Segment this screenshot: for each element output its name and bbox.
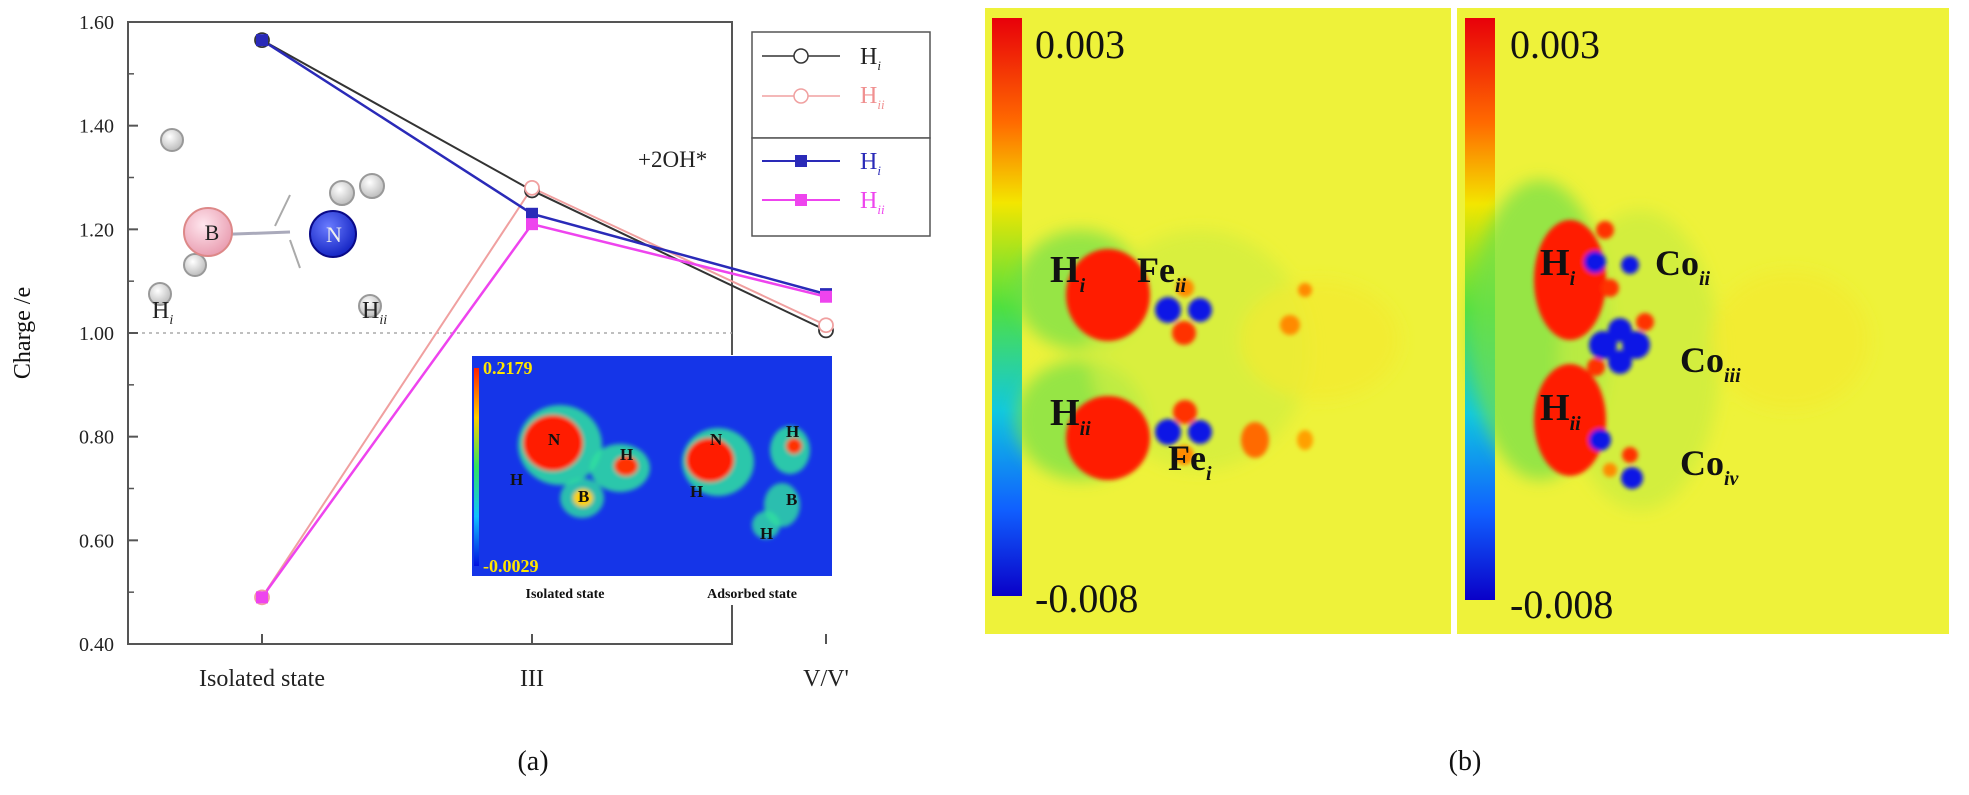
inset-atom: B (786, 490, 797, 509)
map-left-max: 0.003 (1035, 22, 1125, 67)
legend-label-hi: Hi (860, 44, 881, 73)
map-left-min: -0.008 (1035, 576, 1138, 621)
inset-atom: H (690, 482, 703, 501)
atom-b (183, 207, 233, 257)
legend-2oh: +2OH* Hi Hii (638, 137, 931, 237)
x-axis-ticks: Isolated state III V/V' (199, 634, 849, 692)
series-group (254, 32, 834, 606)
data-point (524, 179, 540, 196)
data-point (818, 317, 834, 334)
molecule-label-b: B (205, 220, 220, 245)
atom-h (160, 128, 184, 152)
x-tick-label: Isolated state (199, 666, 325, 692)
y-tick-label: 1.20 (79, 219, 114, 241)
x-tick-label: III (520, 666, 544, 692)
y-tick-label: 1.00 (79, 323, 114, 345)
x-tick-label: V/V' (803, 666, 849, 692)
atom-h (183, 253, 207, 277)
inset-atom: H (760, 524, 773, 543)
map-left-label-hi: Hi (1050, 249, 1086, 297)
map-right-label-coiii: Coiii (1680, 340, 1741, 387)
data-point (526, 207, 538, 220)
map-right-min: -0.008 (1510, 582, 1613, 627)
data-point (256, 34, 268, 47)
data-point (820, 290, 832, 303)
legend-label-hii: Hii (860, 83, 885, 112)
panel-b-right-map: 0.003 -0.008 Hi Coii Coiii Hii Coiv (1457, 8, 1949, 634)
map-right-label-coiv: Coiv (1680, 443, 1740, 490)
inset-atom: N (548, 430, 561, 449)
inset-atom: H (510, 470, 523, 489)
map-right-max: 0.003 (1510, 22, 1600, 67)
inset-min-label: -0.0029 (483, 556, 539, 576)
inset-atom: B (578, 487, 589, 506)
y-axis-ticks: 0.40 0.60 0.80 1.00 1.20 1.40 1.60 (79, 12, 138, 656)
atom-h (359, 173, 385, 199)
inset-right-label: Adsorbed state (707, 587, 797, 602)
map-right-label-coii: Coii (1655, 243, 1711, 290)
inset-left-label: Isolated state (526, 587, 605, 602)
y-tick-label: 0.60 (79, 530, 114, 552)
molecule-label-hi: Hi (152, 298, 173, 328)
y-tick-label: 0.80 (79, 427, 114, 449)
atom-h (329, 180, 355, 206)
legend-open: Hi Hii (751, 31, 931, 139)
panel-a-chart: 0.40 0.60 0.80 1.00 1.20 1.40 1.60 Isolated st… (10, 12, 931, 777)
map-left-label-fei: Fei (1168, 438, 1212, 485)
map-right-label-hi: Hi (1540, 242, 1576, 290)
atom-h (148, 282, 172, 306)
y-tick-label: 1.40 (79, 116, 114, 138)
legend-group-label: +2OH* (638, 147, 707, 172)
atom-h (358, 294, 382, 318)
caption-b: (b) (1449, 746, 1482, 777)
data-point (526, 218, 538, 231)
inset-atom: H (620, 445, 633, 464)
y-axis-label: Charge /e (10, 287, 36, 379)
ammonia-borane-molecule: B N Hi Hii (148, 128, 387, 328)
legend-label-hii-2oh: Hii (860, 188, 885, 217)
y-tick-label: 1.60 (79, 12, 114, 34)
inset-atom: N (710, 430, 723, 449)
atom-n (309, 210, 357, 258)
y-tick-label: 0.40 (79, 634, 114, 656)
inset-charge-density: 0.2179 -0.0029 N H H B N H H B H Isolate… (470, 355, 832, 605)
map-left-label-feii: Feii (1137, 250, 1187, 297)
panel-b-left-map: 0.003 -0.008 Hi Feii Hii Fei (985, 8, 1451, 634)
molecule-label-hii: Hii (362, 298, 387, 328)
molecule-label-n: N (326, 222, 342, 247)
inset-max-label: 0.2179 (483, 358, 533, 378)
caption-a: (a) (517, 746, 548, 777)
data-point (256, 591, 268, 604)
inset-atom: H (786, 422, 799, 441)
map-right-label-hii: Hii (1540, 387, 1581, 435)
map-left-label-hii: Hii (1050, 392, 1091, 440)
legend-label-hi-2oh: Hi (860, 149, 881, 178)
